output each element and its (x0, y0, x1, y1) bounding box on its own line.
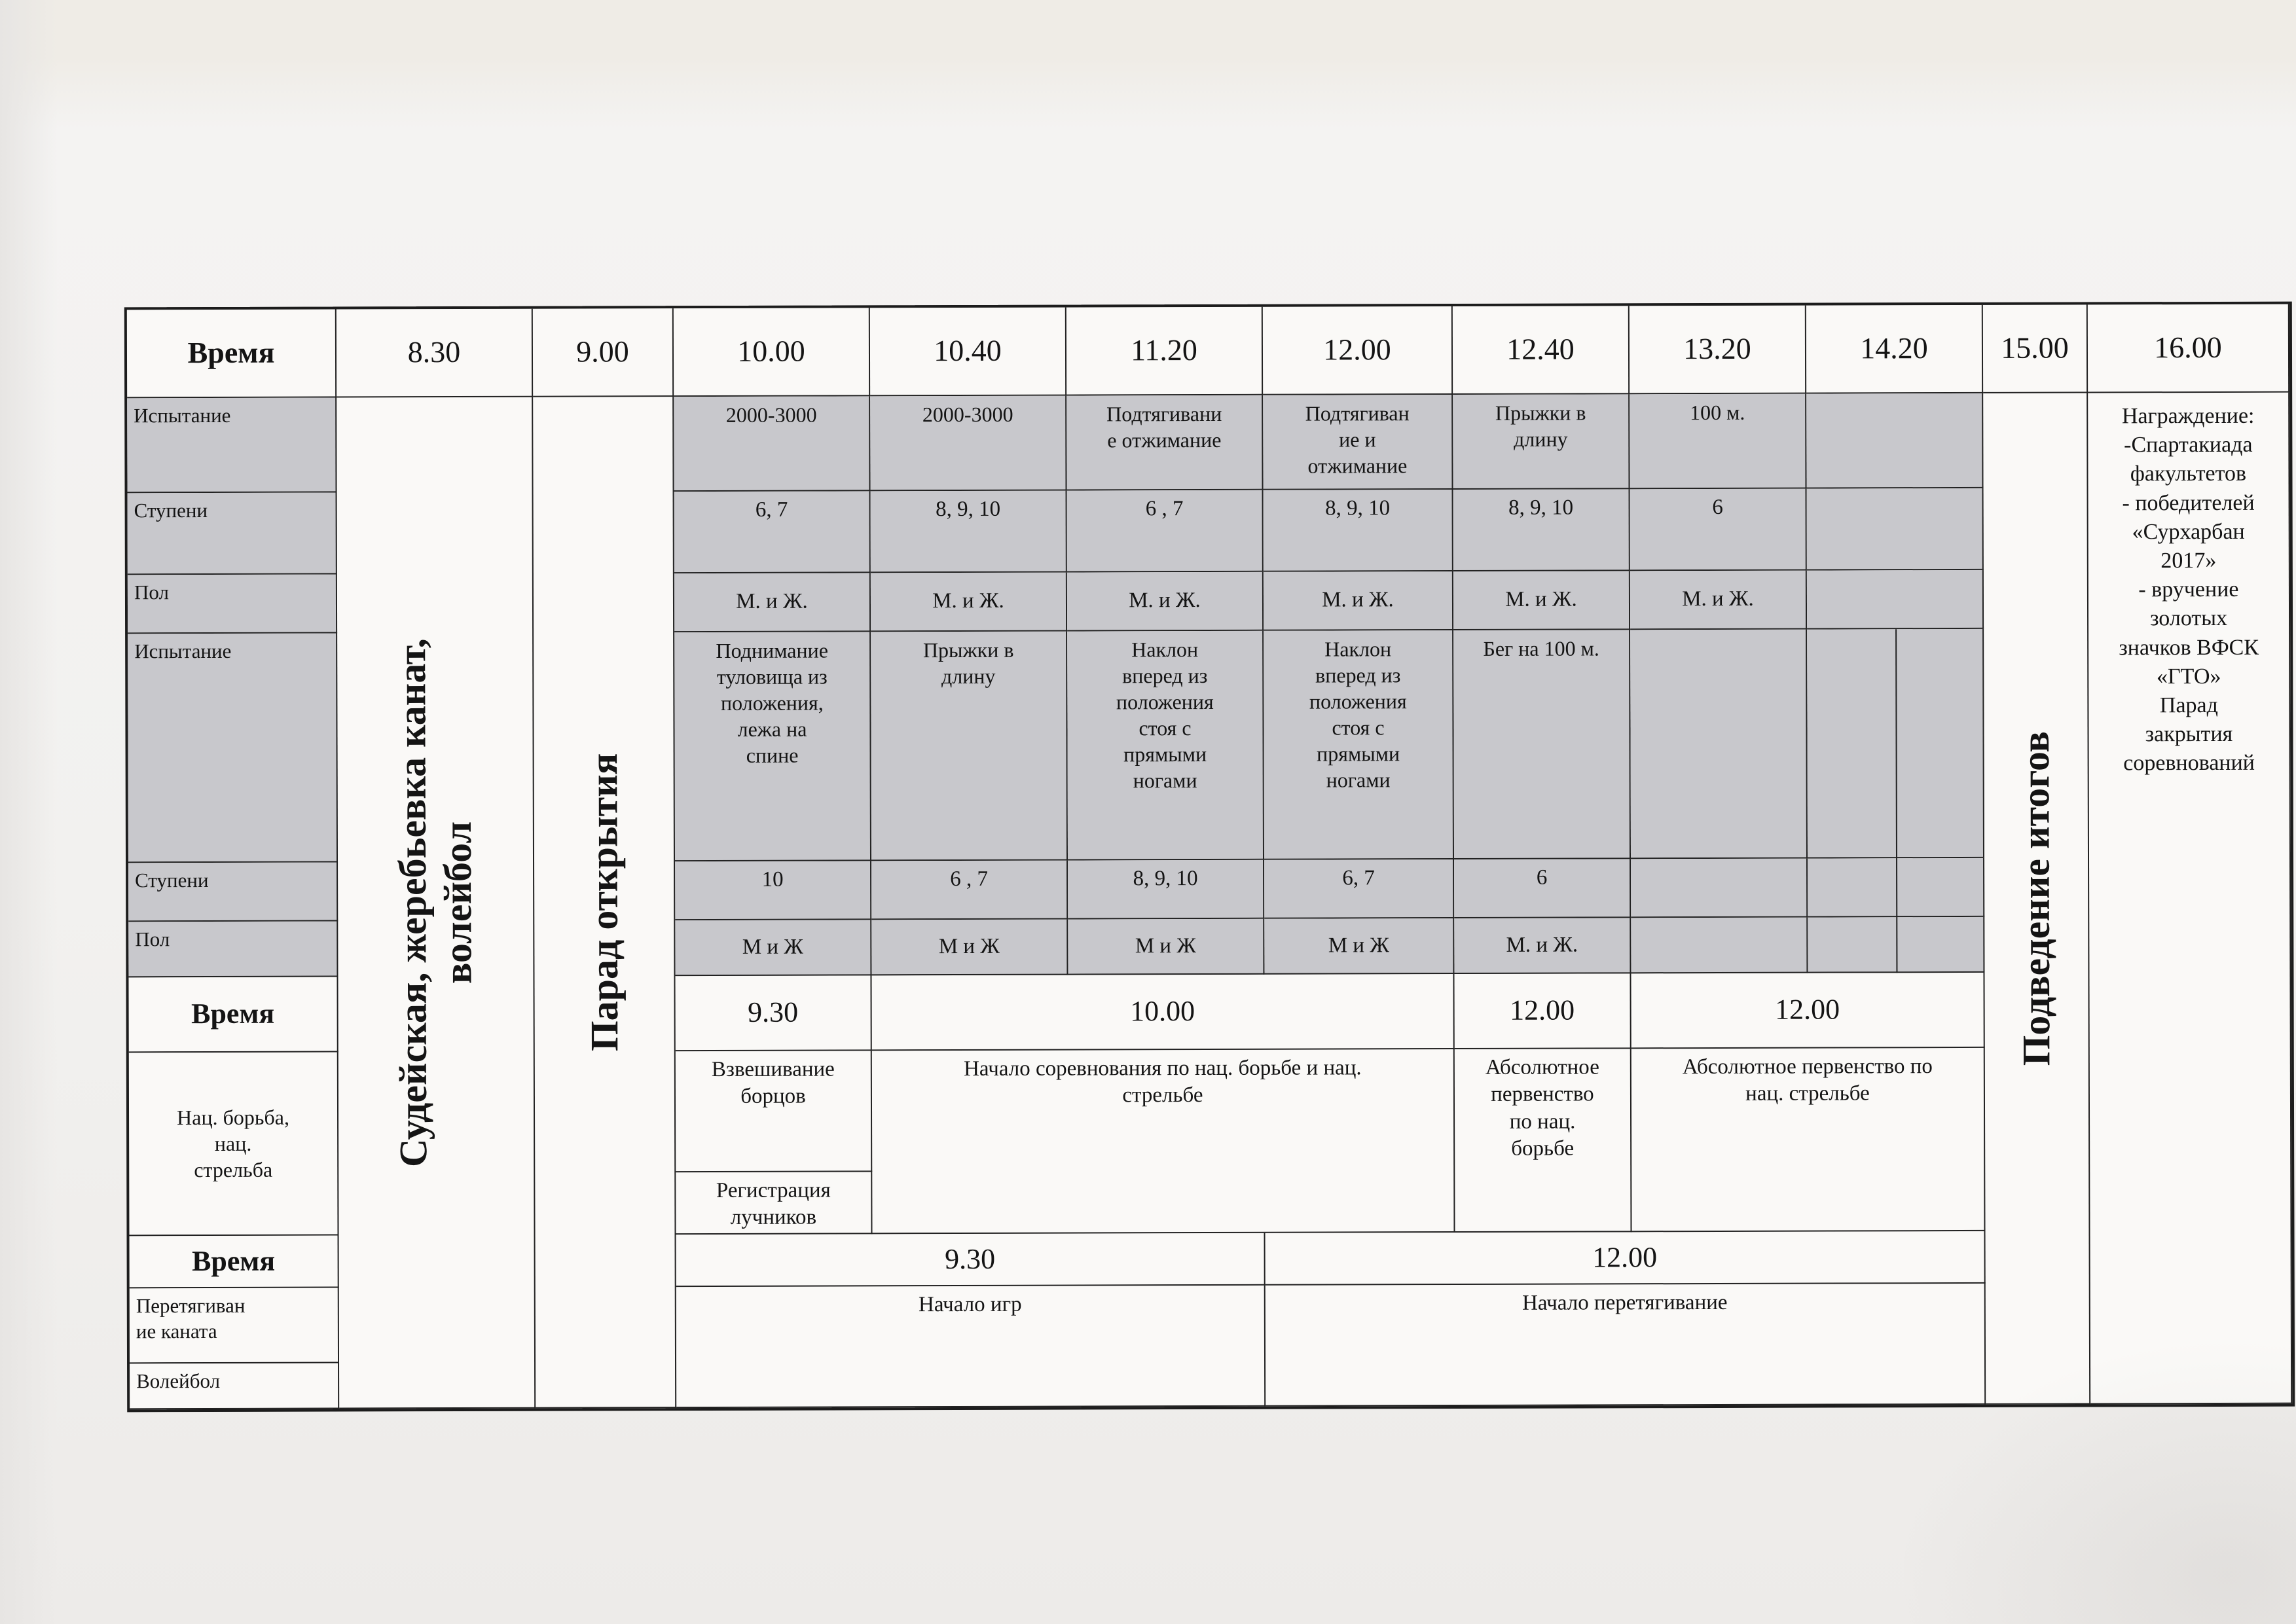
nat-weighing-cell: Взвешивание борцов (675, 1051, 873, 1173)
nat-time-10-00: 10.00 (871, 974, 1455, 1051)
judging-vertical-cell: Судейская, жеребьевка канат, волейбол (337, 397, 536, 1409)
header-col-10-40: 10.40 (869, 307, 1067, 397)
test1-11-20: Подтягивани е отжимание (1066, 395, 1264, 491)
nat-start-cell: Начало соревнования по нац. борьбе и нац… (871, 1049, 1455, 1235)
row-label-tug-of-war: Перетягиван ие каната (129, 1288, 340, 1364)
test1-10-00: 2000-3000 (674, 396, 871, 492)
stage1-12-00: 8, 9, 10 (1263, 490, 1453, 572)
games-start-cell: Начало игр (676, 1285, 1266, 1409)
stage1-11-20: 6 , 7 (1066, 490, 1264, 573)
gender2-10-40: М и Ж (871, 919, 1068, 976)
row-label-time-nat: Время (128, 977, 338, 1053)
header-col-16-00: 16.00 (2087, 304, 2290, 393)
row-label-stage-1: Ступени (127, 492, 337, 575)
test2-12-40: Бег на 100 м. (1453, 630, 1631, 860)
row-label-nat-sports: Нац. борьба, нац. стрельба (128, 1052, 339, 1236)
gender2-10-00: М и Ж (675, 920, 872, 977)
stage2-12-00: 6, 7 (1264, 859, 1455, 919)
stage2-12-40: 6 (1454, 859, 1631, 919)
gender1-10-00: М. и Ж. (674, 573, 871, 633)
gender2-11-20: М и Ж (1068, 918, 1265, 975)
games-time-12-00: 12.00 (1265, 1231, 1986, 1286)
header-col-9-00: 9.00 (532, 308, 674, 397)
judging-vertical-text: Судейская, жеребьевка канат, волейбол (390, 638, 480, 1167)
gender1-10-40: М. и Ж. (870, 572, 1068, 632)
row-label-gender-1: Пол (127, 574, 338, 634)
opening-parade-vertical-cell: Парад открытия (533, 397, 677, 1409)
results-vertical-text: Подведение итогов (2014, 731, 2058, 1066)
nat-time-12-00-wrestling: 12.00 (1454, 973, 1631, 1050)
stage2-10-40: 6 , 7 (871, 860, 1068, 920)
header-col-12-40: 12.40 (1452, 306, 1630, 395)
test2-10-00: Поднимание туловища из положения, лежа н… (674, 632, 872, 862)
row-label-volleyball: Волейбол (130, 1363, 340, 1410)
header-col-14-20: 14.20 (1806, 304, 1984, 394)
opening-parade-vertical-text: Парад открытия (581, 753, 626, 1051)
test2-10-40: Прыжки в длину (871, 631, 1068, 861)
row-label-stage-2: Ступени (128, 862, 338, 922)
stage2-11-20: 8, 9, 10 (1068, 859, 1265, 920)
gender2-13-20 (1631, 917, 1808, 974)
test1-14-20 (1806, 393, 1984, 489)
stage1-10-00: 6, 7 (674, 491, 871, 574)
scan-shadow (1838, 1297, 2296, 1624)
header-col-8-30: 8.30 (336, 308, 534, 398)
test2-11-20: Наклон вперед из положения стоя с прямым… (1067, 630, 1265, 861)
header-col-12-00: 12.00 (1262, 306, 1453, 395)
gender1-13-20: М. и Ж. (1630, 570, 1808, 630)
header-col-11-20: 11.20 (1066, 306, 1264, 396)
nat-time-12-00-shooting: 12.00 (1631, 972, 1985, 1049)
games-time-9-30: 9.30 (676, 1233, 1266, 1288)
test1-12-40: Прыжки в длину (1453, 394, 1630, 490)
gender2-12-40: М. и Ж. (1454, 918, 1631, 975)
header-time-label: Время (126, 309, 337, 399)
stage2-13-20 (1631, 858, 1808, 918)
results-vertical-cell: Подведение итогов (1983, 393, 2091, 1405)
nat-registration-cell: Регистрация лучников (676, 1172, 873, 1235)
test1-10-40: 2000-3000 (870, 395, 1067, 492)
stage2-10-00: 10 (675, 861, 872, 921)
nat-time-9-30: 9.30 (675, 975, 872, 1052)
row-label-gender-2: Пол (128, 921, 338, 978)
schedule-table: Время 8.30 9.00 10.00 10.40 11.20 12.00 … (124, 301, 2295, 1413)
nat-abs-wrestling-cell: Абсолютное первенство по нац. борьбе (1454, 1049, 1632, 1233)
row-label-test-1: Испытание (127, 397, 337, 494)
test1-12-00: Подтягиван ие и отжимание (1263, 395, 1453, 490)
stage1-14-20 (1806, 488, 1984, 571)
stage1-13-20: 6 (1630, 488, 1807, 571)
awards-cell: Награждение: -Спартакиада факультетов - … (2088, 392, 2293, 1405)
row-label-test-2: Испытание (128, 633, 338, 863)
gender1-12-40: М. и Ж. (1453, 571, 1631, 631)
gender2-12-00: М и Ж (1264, 918, 1455, 975)
stage1-10-40: 8, 9, 10 (870, 490, 1067, 573)
header-col-13-20: 13.20 (1629, 305, 1807, 395)
stage1-12-40: 8, 9, 10 (1453, 489, 1630, 572)
header-col-10-00: 10.00 (673, 308, 871, 397)
header-col-15-00: 15.00 (1982, 304, 2088, 393)
test2-12-00: Наклон вперед из положения стоя с прямым… (1264, 630, 1455, 860)
gender1-12-00: М. и Ж. (1263, 571, 1454, 631)
gender1-11-20: М. и Ж. (1066, 571, 1264, 632)
nat-abs-shooting-cell: Абсолютное первенство по нац. стрельбе (1631, 1047, 1986, 1233)
row-label-time-games: Время (129, 1235, 339, 1289)
test2-13-20 (1630, 629, 1808, 859)
gender1-14-20 (1806, 569, 1984, 630)
test1-13-20: 100 м. (1630, 393, 1807, 490)
